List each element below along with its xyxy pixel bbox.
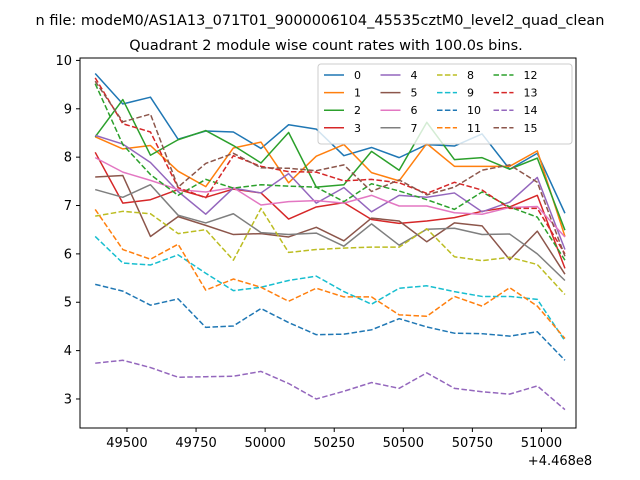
y-tick-label: 3 [64, 392, 72, 407]
x-axis: 49500 49750 50000 50250 50500 50750 51000 [106, 428, 562, 451]
series-line-7 [94, 183, 566, 282]
y-tick-label: 8 [64, 151, 72, 166]
legend-label-13: 13 [524, 87, 538, 100]
series-line-2 [94, 98, 566, 231]
axes-frame [79, 57, 577, 429]
series-line-9 [94, 235, 566, 342]
legend-label-2: 2 [354, 104, 361, 117]
legend-label-4: 4 [411, 69, 418, 82]
series-line-14 [95, 359, 566, 411]
x-tick-label: 49750 [175, 436, 216, 451]
legend-label-15: 15 [524, 122, 538, 135]
y-tick-label: 6 [64, 247, 72, 262]
legend-label-3: 3 [354, 122, 361, 135]
x-tick-label: 50500 [383, 436, 424, 451]
series-line-13 [94, 77, 566, 255]
series-line-6 [94, 156, 566, 238]
series-line-4 [94, 134, 566, 250]
legend-label-7: 7 [411, 122, 418, 135]
y-axis: 3 4 5 6 7 8 9 10 [55, 54, 80, 407]
series-layer [94, 72, 566, 411]
series-line-10 [95, 283, 566, 361]
series-line-1 [94, 136, 566, 237]
legend-label-0: 0 [354, 69, 361, 82]
legend-label-12: 12 [524, 69, 538, 82]
legend-label-5: 5 [411, 87, 418, 100]
x-tick-label: 51000 [521, 436, 562, 451]
legend-label-6: 6 [411, 104, 418, 117]
legend-label-10: 10 [467, 104, 481, 117]
chart-title: Quadrant 2 module wise count rates with … [129, 38, 523, 54]
series-line-8 [95, 207, 566, 296]
figure-suptitle: n file: modeM0/AS1A13_071T01_9000006104_… [36, 13, 605, 29]
x-offset-label: +4.468e8 [528, 454, 592, 469]
y-tick-label: 4 [64, 344, 72, 359]
series-line-11 [94, 208, 566, 340]
series-line-12 [94, 83, 566, 261]
x-tick-label: 50250 [314, 436, 355, 451]
x-tick-label: 50000 [244, 436, 285, 451]
x-tick-label: 50750 [452, 436, 493, 451]
series-line-15 [94, 80, 566, 257]
x-tick-label: 49500 [106, 436, 147, 451]
legend-box [317, 63, 573, 145]
legend-label-1: 1 [354, 87, 361, 100]
y-tick-label: 10 [55, 54, 72, 69]
legend-label-14: 14 [524, 104, 538, 117]
y-tick-label: 9 [64, 102, 72, 117]
legend-label-11: 11 [467, 122, 481, 135]
legend-label-9: 9 [467, 87, 474, 100]
y-tick-label: 7 [64, 199, 72, 214]
y-tick-label: 5 [64, 296, 72, 311]
legend-label-8: 8 [467, 69, 474, 82]
series-line-5 [95, 174, 566, 275]
